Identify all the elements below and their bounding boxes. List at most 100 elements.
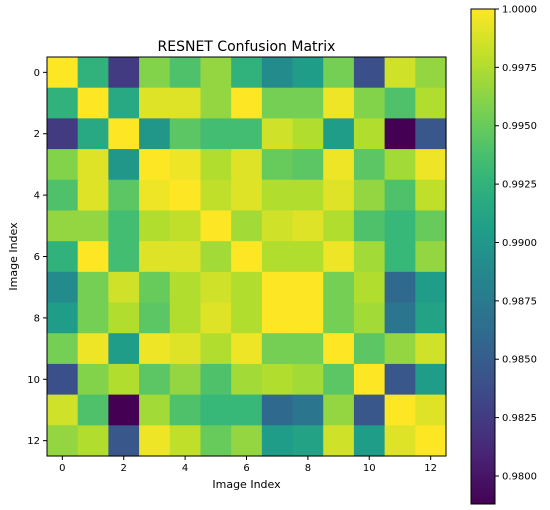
heatmap-cell-1-5 xyxy=(200,87,232,119)
heatmap-cell-12-0 xyxy=(47,425,79,457)
heatmap-cell-9-1 xyxy=(77,333,109,365)
heatmap-cell-6-11 xyxy=(384,241,416,273)
heatmap-cell-2-10 xyxy=(353,118,386,150)
heatmap-cell-11-5 xyxy=(200,394,232,426)
heatmap-cell-3-11 xyxy=(384,149,416,181)
x-tick-label: 12 xyxy=(424,463,437,474)
heatmap-cell-8-10 xyxy=(353,302,386,334)
heatmap-cell-5-1 xyxy=(77,210,109,242)
heatmap-cell-9-0 xyxy=(47,333,79,365)
heatmap-cell-9-5 xyxy=(200,333,232,365)
heatmap-cell-4-0 xyxy=(47,179,79,212)
heatmap-cell-4-9 xyxy=(323,179,355,212)
heatmap-cell-5-4 xyxy=(169,210,202,242)
heatmap-cell-10-0 xyxy=(47,363,79,396)
heatmap-cell-8-7 xyxy=(261,302,294,334)
heatmap-cell-7-11 xyxy=(384,271,416,304)
heatmap-cell-8-1 xyxy=(77,302,109,334)
colorbar-tick-label: 0.9900 xyxy=(502,238,537,249)
heatmap-cell-0-11 xyxy=(384,57,416,89)
heatmap-cell-2-3 xyxy=(139,118,171,150)
heatmap-cell-0-2 xyxy=(108,57,140,89)
heatmap-cell-4-7 xyxy=(261,179,294,212)
heatmap-cell-4-3 xyxy=(139,179,171,212)
heatmap-cell-5-3 xyxy=(139,210,171,242)
y-tick-label: 12 xyxy=(27,436,40,447)
heatmap-cell-6-2 xyxy=(108,241,140,273)
heatmap-cell-5-7 xyxy=(261,210,294,242)
heatmap-cell-5-2 xyxy=(108,210,140,242)
heatmap-cell-11-11 xyxy=(384,394,416,426)
heatmap-cell-5-5 xyxy=(200,210,232,242)
heatmap-cell-9-9 xyxy=(323,333,355,365)
colorbar-tick-label: 0.9800 xyxy=(502,471,537,482)
x-tick-label: 0 xyxy=(59,463,65,474)
heatmap-cell-3-6 xyxy=(231,149,263,181)
heatmap-cell-11-4 xyxy=(169,394,202,426)
heatmap-cell-10-10 xyxy=(353,363,386,396)
heatmap-cell-10-12 xyxy=(415,363,447,396)
heatmap-cell-4-11 xyxy=(384,179,416,212)
heatmap-cell-7-4 xyxy=(169,271,202,304)
heatmap-cell-6-6 xyxy=(231,241,263,273)
x-tick-label: 6 xyxy=(243,463,249,474)
heatmap-cell-8-3 xyxy=(139,302,171,334)
heatmap-cell-6-3 xyxy=(139,241,171,273)
heatmap-cell-11-2 xyxy=(108,394,140,426)
heatmap-cell-0-5 xyxy=(200,57,232,89)
heatmap-cell-12-10 xyxy=(353,425,386,457)
heatmap-cell-0-3 xyxy=(139,57,171,89)
heatmap-cell-4-4 xyxy=(169,179,202,212)
colorbar-tick-label: 1.0000 xyxy=(502,5,537,16)
heatmap-cell-3-0 xyxy=(47,149,79,181)
heatmap-cell-7-6 xyxy=(231,271,263,304)
heatmap-cell-4-2 xyxy=(108,179,140,212)
heatmap-cell-10-11 xyxy=(384,363,416,396)
heatmap-cell-7-12 xyxy=(415,271,447,304)
heatmap-cell-3-7 xyxy=(261,149,294,181)
heatmap-cell-6-5 xyxy=(200,241,232,273)
heatmap-cell-9-11 xyxy=(384,333,416,365)
colorbar-tick-label: 0.9850 xyxy=(502,355,537,366)
heatmap-cell-7-8 xyxy=(292,271,324,304)
colorbar-tick-label: 0.9925 xyxy=(502,180,537,191)
heatmap-cell-3-12 xyxy=(415,149,447,181)
heatmap-cell-0-6 xyxy=(231,57,263,89)
colorbar xyxy=(470,8,496,505)
heatmap-cell-11-10 xyxy=(353,394,386,426)
chart-title: RESNET Confusion Matrix xyxy=(158,39,336,55)
heatmap-cell-1-4 xyxy=(169,87,202,119)
heatmap-cell-0-7 xyxy=(261,57,294,89)
x-axis-label: Image Index xyxy=(212,478,281,491)
heatmap-cell-8-12 xyxy=(415,302,447,334)
heatmap-cell-12-7 xyxy=(261,425,294,457)
heatmap-cell-2-5 xyxy=(200,118,232,150)
heatmap-cell-1-0 xyxy=(47,87,79,119)
y-tick-label: 4 xyxy=(34,191,40,202)
heatmap-cell-11-9 xyxy=(323,394,355,426)
heatmap-cell-0-12 xyxy=(415,57,447,89)
colorbar-tick-label: 0.9825 xyxy=(502,413,537,424)
heatmap-cell-0-1 xyxy=(77,57,109,89)
heatmap-cell-10-6 xyxy=(231,363,263,396)
heatmap-cell-9-12 xyxy=(415,333,447,365)
heatmap-cell-2-6 xyxy=(231,118,263,150)
heatmap-cell-5-12 xyxy=(415,210,447,242)
heatmap-cell-12-4 xyxy=(169,425,202,457)
heatmap-cell-9-6 xyxy=(231,333,263,365)
y-axis-ticks: 0 2 4 6 8 10 12 xyxy=(27,68,47,447)
heatmap-cell-7-5 xyxy=(200,271,232,304)
heatmap-cell-8-2 xyxy=(108,302,140,334)
heatmap-cell-12-9 xyxy=(323,425,355,457)
heatmap-cell-10-4 xyxy=(169,363,202,396)
heatmap-cell-1-8 xyxy=(292,87,324,119)
heatmap-cell-3-10 xyxy=(353,149,386,181)
colorbar-tick-label: 0.9875 xyxy=(502,296,537,307)
heatmap-cell-3-5 xyxy=(200,149,232,181)
x-tick-label: 10 xyxy=(363,463,376,474)
y-tick-label: 6 xyxy=(34,252,40,263)
heatmap-cell-4-5 xyxy=(200,179,232,212)
heatmap-cell-12-5 xyxy=(200,425,232,457)
heatmap-cell-1-1 xyxy=(77,87,109,119)
heatmap-cell-2-2 xyxy=(108,118,140,150)
